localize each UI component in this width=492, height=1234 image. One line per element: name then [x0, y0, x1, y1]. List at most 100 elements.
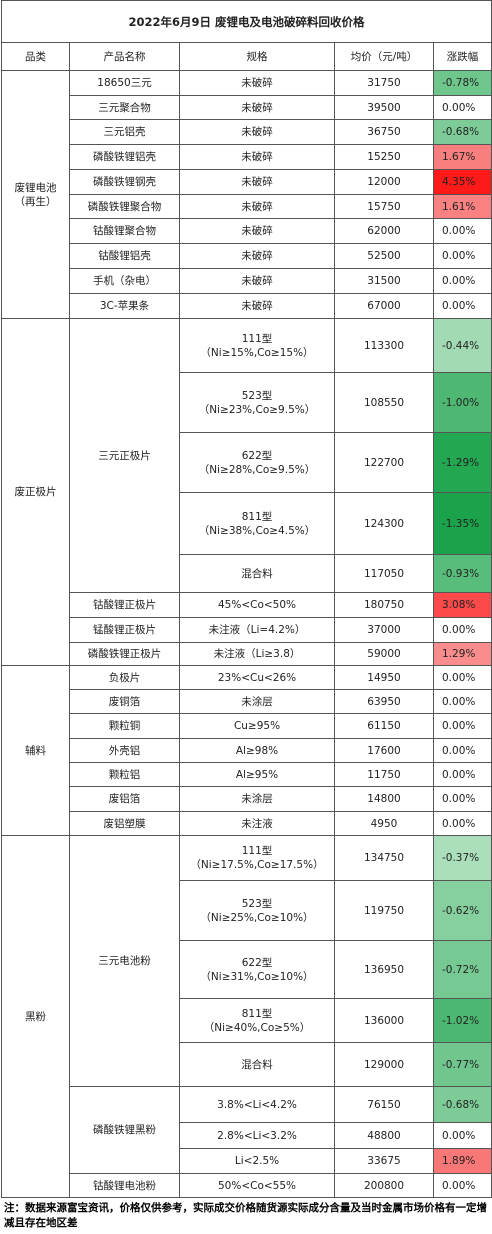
price: 31500: [334, 268, 434, 294]
table-row: 622型 （Ni≥31%,Co≥10%） 136950 -0.72%: [2, 940, 492, 999]
spec: 未涂层: [179, 786, 335, 812]
spec: 45%<Co<50%: [179, 592, 335, 618]
table-row: 钴酸锂聚合物 未破碎 62000 0.00%: [2, 218, 492, 244]
spec: 50%<Co<55%: [179, 1173, 335, 1198]
column-header: 涨跌幅: [432, 42, 492, 71]
change: 0.00%: [432, 218, 492, 244]
change: 0.00%: [432, 293, 492, 319]
price: 136000: [334, 998, 434, 1043]
price: 52500: [334, 243, 434, 269]
table-row: 手机（杂电） 未破碎 31500 0.00%: [2, 268, 492, 294]
price: 33675: [334, 1148, 434, 1174]
table-row: 钴酸锂电池粉 50%<Co<55% 200800 0.00%: [2, 1173, 492, 1198]
table-row: 混合料 117050 -0.93%: [2, 554, 492, 593]
spec: 111型 （Ni≥15%,Co≥15%）: [179, 318, 335, 373]
spec: 未破碎: [179, 169, 335, 195]
price: 12000: [334, 169, 434, 195]
table-row: 废铝塑膜 未注液 4950 0.00%: [2, 811, 492, 836]
spec: 未破碎: [179, 95, 335, 120]
spec: 111型 （Ni≥17.5%,Co≥17.5%）: [179, 835, 335, 881]
header-row: 品类 产品名称 规格 均价（元/吨） 涨跌幅: [1, 42, 492, 71]
product-name: 三元聚合物: [69, 95, 180, 120]
column-header: 品类: [1, 42, 70, 71]
change: 0.00%: [432, 738, 492, 763]
spec: Al≥95%: [179, 762, 335, 787]
table-row: 颗粒铜 Cu≥95% 61150 0.00%: [2, 713, 492, 739]
change: -1.00%: [432, 372, 492, 433]
price: 76150: [334, 1086, 434, 1123]
product-name: 磷酸铁锂正极片: [69, 642, 180, 666]
table-row: 磷酸铁锂铝壳 未破碎 15250 1.67%: [2, 144, 492, 170]
price-table: 2022年6月9日 废锂电及电池破碎料回收价格 品类 产品名称 规格 均价（元/吨）涨…: [0, 0, 492, 1198]
table-row: 辅料 负极片 23%<Cu<26% 14950 0.00%: [1, 665, 492, 836]
spec: 622型 （Ni≥28%,Co≥9.5%）: [179, 432, 335, 493]
spec: 未破碎: [179, 218, 335, 244]
price: 113300: [334, 318, 434, 373]
category-cell: 黑粉: [1, 835, 70, 1198]
column-header: 均价（元/吨）: [334, 42, 434, 71]
category-cell: 辅料: [1, 665, 70, 836]
table-row: 外壳铝 Al≥98% 17600 0.00%: [2, 738, 492, 763]
price: 17600: [334, 738, 434, 763]
product-name: 锰酸锂正极片: [69, 617, 180, 643]
product-name: 手机（杂电）: [69, 268, 180, 294]
table-row: 锰酸锂正极片 未注液（Li=4.2%） 37000 0.00%: [2, 617, 492, 643]
change: -0.68%: [432, 1086, 492, 1123]
change: -1.02%: [432, 998, 492, 1043]
category-cell: 废正极片: [1, 318, 70, 666]
table-row: 523型 （Ni≥23%,Co≥9.5%） 108550 -1.00%: [2, 372, 492, 433]
change: -1.29%: [432, 432, 492, 493]
change: -0.93%: [432, 554, 492, 593]
change: 0.00%: [432, 268, 492, 294]
table-row: 3C-苹果条 未破碎 67000 0.00%: [2, 293, 492, 319]
column-header: 规格: [179, 42, 335, 71]
table-row: 磷酸铁锂正极片 未注液（Li≥3.8） 59000 1.29%: [2, 642, 492, 666]
change: 0.00%: [432, 762, 492, 787]
change: 0.00%: [432, 617, 492, 643]
spec: 混合料: [179, 1042, 335, 1087]
column-header: 产品名称: [69, 42, 180, 71]
spec: 未注液: [179, 811, 335, 836]
price: 36750: [334, 119, 434, 145]
change: -0.77%: [432, 1042, 492, 1087]
spec: 2.8%<Li<3.2%: [179, 1122, 335, 1149]
product-name: 废铜箔: [69, 689, 180, 714]
price: 63950: [334, 689, 434, 714]
table-title: 2022年6月9日 废锂电及电池破碎料回收价格: [0, 0, 492, 43]
product-name: 负极片: [69, 665, 180, 690]
change: 0.00%: [432, 95, 492, 120]
table-row: 废铜箔 未涂层 63950 0.00%: [2, 689, 492, 714]
spec: 811型 （Ni≥38%,Co≥4.5%）: [179, 492, 335, 555]
price: 108550: [334, 372, 434, 433]
change: -1.35%: [432, 492, 492, 555]
price: 124300: [334, 492, 434, 555]
price: 37000: [334, 617, 434, 643]
table-row: 废正极片 三元正极片 111型 （Ni≥15%,Co≥15%） 113300 -0.44…: [1, 318, 492, 666]
change: 0.00%: [432, 713, 492, 739]
price: 117050: [334, 554, 434, 593]
price: 67000: [334, 293, 434, 319]
price: 200800: [334, 1173, 434, 1198]
price: 62000: [334, 218, 434, 244]
price: 122700: [334, 432, 434, 493]
spec: 622型 （Ni≥31%,Co≥10%）: [179, 940, 335, 999]
table-row: 811型 （Ni≥40%,Co≥5%） 136000 -1.02%: [2, 998, 492, 1043]
change: 0.00%: [432, 243, 492, 269]
table-row: 钴酸锂铝壳 未破碎 52500 0.00%: [2, 243, 492, 269]
table-row: 钴酸锂正极片 45%<Co<50% 180750 3.08%: [2, 592, 492, 618]
title-row: 2022年6月9日 废锂电及电池破碎料回收价格: [0, 0, 492, 43]
product-name: 钴酸锂聚合物: [69, 218, 180, 244]
product-name: 3C-苹果条: [69, 293, 180, 319]
product-name: 钴酸锂铝壳: [69, 243, 180, 269]
spec: 未涂层: [179, 689, 335, 714]
change: -0.68%: [432, 119, 492, 145]
table-row: 622型 （Ni≥28%,Co≥9.5%） 122700 -1.29%: [2, 432, 492, 493]
table-row: 523型 （Ni≥25%,Co≥10%） 119750 -0.62%: [2, 880, 492, 941]
price: 134750: [334, 835, 434, 881]
product-name: 三元正极片: [69, 318, 180, 593]
price: 61150: [334, 713, 434, 739]
table-row: 三元铝壳 未破碎 36750 -0.68%: [2, 119, 492, 145]
change: 1.29%: [432, 642, 492, 666]
change: 0.00%: [432, 665, 492, 690]
price: 11750: [334, 762, 434, 787]
